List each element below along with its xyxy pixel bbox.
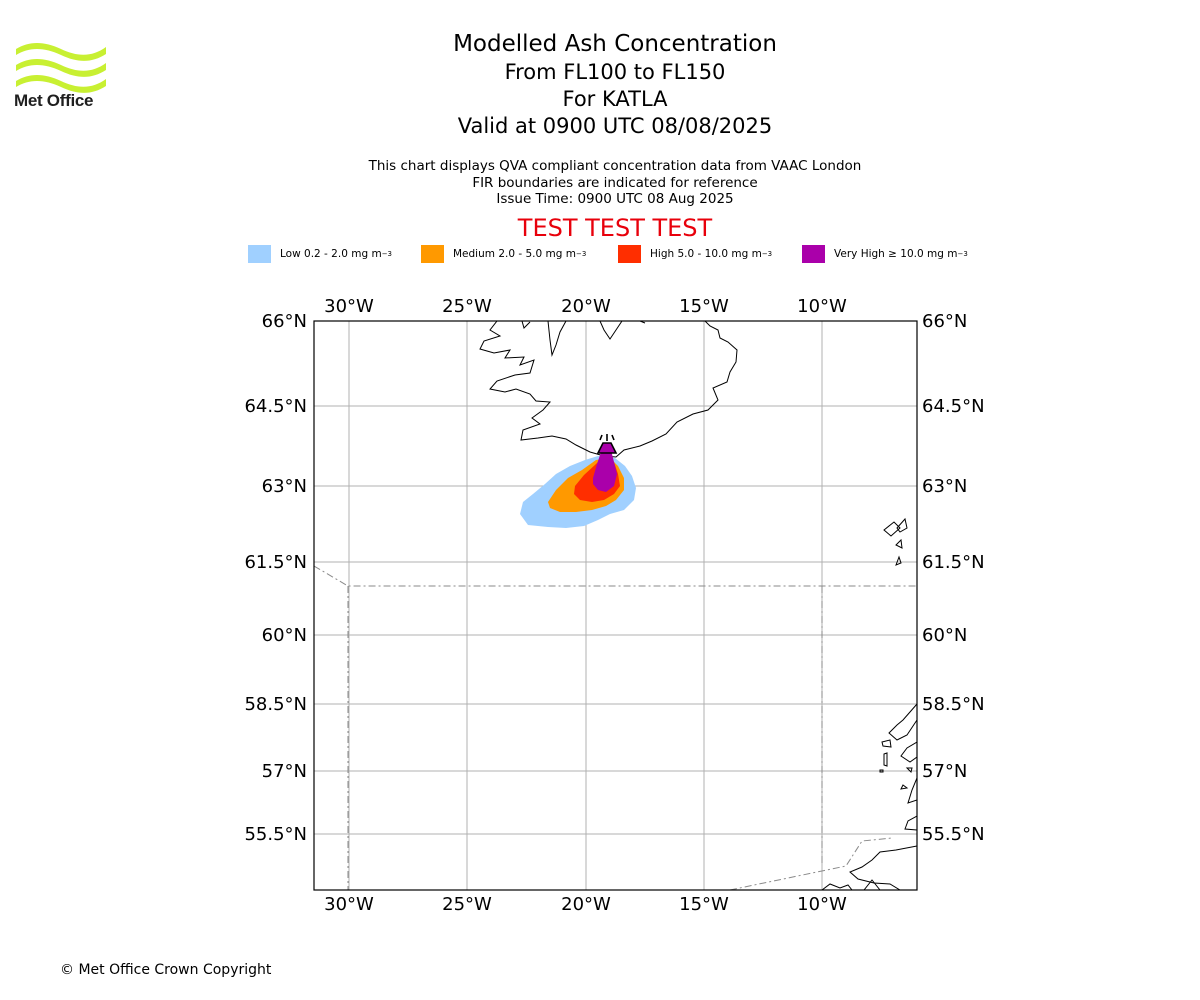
fir-boundaries xyxy=(314,565,917,890)
lat-label-right-61-5n: 61.5°N xyxy=(922,552,985,573)
scotland-coastline xyxy=(821,703,917,890)
legend-label-high: High 5.0 - 10.0 mg m xyxy=(650,248,762,260)
lat-label-left-61-5n: 61.5°N xyxy=(244,552,307,573)
legend-item-medium: Medium 2.0 - 5.0 mg m −3 xyxy=(421,243,586,265)
lat-label-right-55-5n: 55.5°N xyxy=(922,824,985,845)
faroe-islands xyxy=(883,517,908,566)
iceland-coastline xyxy=(479,321,738,458)
valid-time: Valid at 0900 UTC 08/08/2025 xyxy=(457,114,773,138)
lon-label-top-30w: 30°W xyxy=(324,296,374,317)
met-office-logo xyxy=(16,43,106,93)
concentration-legend: Low 0.2 - 2.0 mg m −3 Medium 2.0 - 5.0 mg… xyxy=(0,243,1200,265)
note-data-source: This chart displays QVA compliant concen… xyxy=(368,158,862,174)
ash-cloud xyxy=(520,444,636,528)
graticule xyxy=(314,321,917,890)
lat-label-left-64-5n: 64.5°N xyxy=(244,396,307,417)
legend-exp-very-high: −3 xyxy=(957,250,968,258)
lat-label-left-57n: 57°N xyxy=(262,761,307,782)
lat-label-left-66n: 66°N xyxy=(262,311,307,332)
lat-label-right-58-5n: 58.5°N xyxy=(922,694,985,715)
lon-label-bottom-30w: 30°W xyxy=(324,894,374,915)
chart-notes: This chart displays QVA compliant concen… xyxy=(315,158,915,208)
legend-swatch-high xyxy=(618,245,641,263)
volcano-name: For KATLA xyxy=(562,87,668,111)
lon-label-bottom-10w: 10°W xyxy=(797,894,847,915)
lat-label-right-57n: 57°N xyxy=(922,761,967,782)
legend-swatch-very-high xyxy=(802,245,825,263)
lat-label-right-66n: 66°N xyxy=(922,311,967,332)
lat-label-right-60n: 60°N xyxy=(922,625,967,646)
lon-label-bottom-25w: 25°W xyxy=(442,894,492,915)
volcano-icon xyxy=(596,434,618,454)
lon-label-bottom-20w: 20°W xyxy=(561,894,611,915)
copyright-notice: © Met Office Crown Copyright xyxy=(60,962,272,978)
note-fir: FIR boundaries are indicated for referen… xyxy=(472,174,758,191)
chart-title-block: Modelled Ash Concentration From FL100 to… xyxy=(315,30,915,140)
legend-swatch-medium xyxy=(421,245,444,263)
legend-label-medium: Medium 2.0 - 5.0 mg m xyxy=(453,248,576,260)
lat-label-right-63n: 63°N xyxy=(922,476,967,497)
lat-label-left-60n: 60°N xyxy=(262,625,307,646)
test-banner: TEST TEST TEST xyxy=(517,214,713,242)
legend-label-very-high: Very High ≥ 10.0 mg m xyxy=(834,248,958,260)
legend-label-low: Low 0.2 - 2.0 mg m xyxy=(280,248,382,260)
map-frame xyxy=(313,320,918,891)
lat-label-left-63n: 63°N xyxy=(262,476,307,497)
ash-area-very-high xyxy=(593,444,617,492)
chart-title: Modelled Ash Concentration xyxy=(453,31,777,57)
legend-exp-medium: −3 xyxy=(575,250,587,258)
legend-item-low: Low 0.2 - 2.0 mg m −3 xyxy=(248,243,392,265)
flight-level-range: From FL100 to FL150 xyxy=(504,60,726,84)
legend-exp-low: −3 xyxy=(381,250,393,258)
legend-item-high: High 5.0 - 10.0 mg m −3 xyxy=(618,243,772,265)
lon-label-top-25w: 25°W xyxy=(442,296,492,317)
lat-label-left-58-5n: 58.5°N xyxy=(244,694,307,715)
lat-label-left-55-5n: 55.5°N xyxy=(244,824,307,845)
note-issue-time: Issue Time: 0900 UTC 08 Aug 2025 xyxy=(496,191,734,207)
met-office-logo-text: Met Office xyxy=(14,91,94,110)
lon-label-top-10w: 10°W xyxy=(797,296,847,317)
lon-label-top-15w: 15°W xyxy=(679,296,729,317)
legend-item-very-high: Very High ≥ 10.0 mg m −3 xyxy=(802,243,968,265)
legend-swatch-low xyxy=(248,245,271,263)
lat-label-right-64-5n: 64.5°N xyxy=(922,396,985,417)
lon-label-top-20w: 20°W xyxy=(561,296,611,317)
legend-exp-high: −3 xyxy=(761,250,773,258)
lon-label-bottom-15w: 15°W xyxy=(679,894,729,915)
